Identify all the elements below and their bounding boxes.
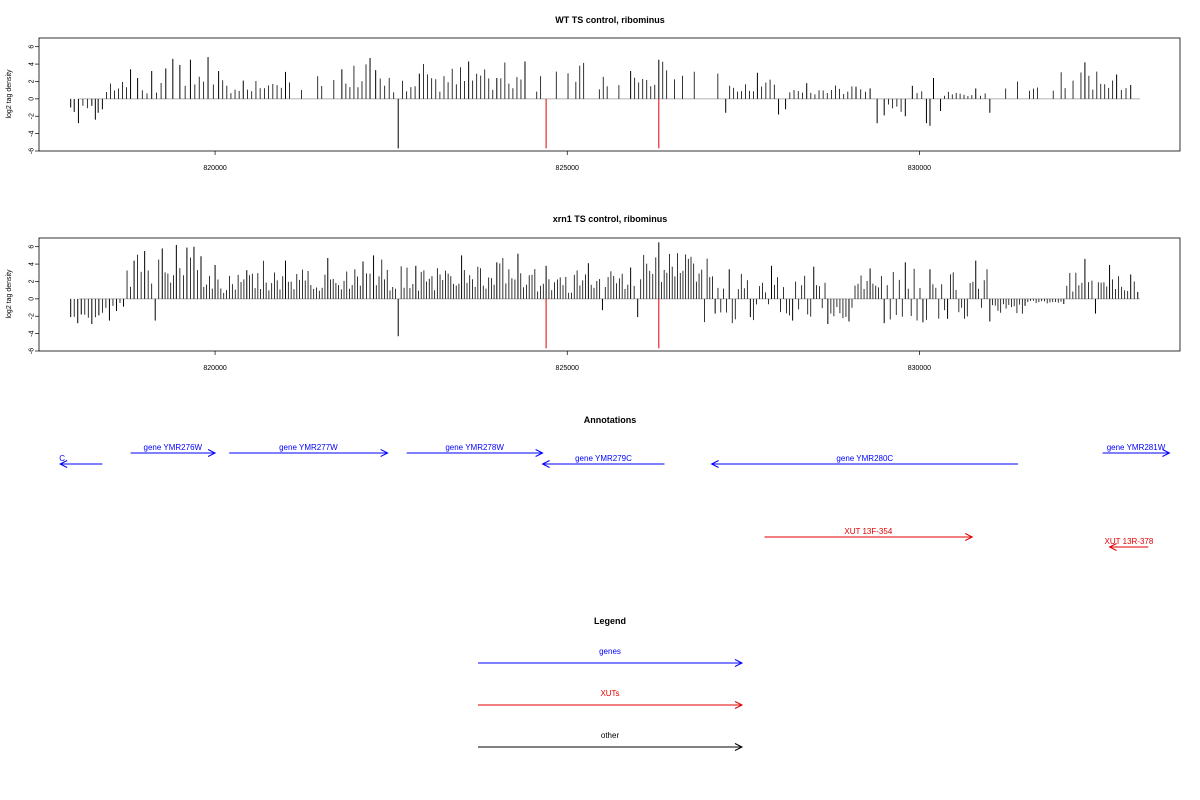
xrn1-track-title: xrn1 TS control, ribominus <box>553 214 668 224</box>
legend-item: genes <box>478 647 744 667</box>
y-tick-label: 2 <box>29 279 36 283</box>
xrn1-track-plot: 6 4 2 0 -2 -4 -6 820000 825000 830000 <box>29 237 1181 372</box>
y-tick-label: -2 <box>29 313 36 319</box>
legend-arrowhead <box>734 659 744 667</box>
feature-arrowhead <box>380 449 389 457</box>
x-tick-label: 825000 <box>556 165 579 172</box>
legend-title: Legend <box>594 616 626 626</box>
y-tick-label: 6 <box>29 245 36 249</box>
y-tick-label: 0 <box>29 97 36 101</box>
legend-label: XUTs <box>600 689 619 698</box>
y-tick-label: -4 <box>29 330 36 336</box>
xrn1-track-y-label: log2 tag density <box>6 269 13 319</box>
annotation-feature: C <box>59 454 103 468</box>
annotation-feature: gene YMR280C <box>710 454 1019 468</box>
annotation-feature: XUT 13R-378 <box>1105 537 1154 551</box>
y-tick-label: -4 <box>29 130 36 136</box>
wt-track-plot: 6 4 2 0 -2 -4 -6 820000 825000 830000 <box>29 37 1181 172</box>
y-tick-label: 4 <box>29 62 36 66</box>
plot-frame <box>38 237 1181 352</box>
x-tick-label: 820000 <box>203 365 226 372</box>
wt-track-y-label: log2 tag density <box>6 69 13 119</box>
legend-panel: Legend genes XUTs other <box>478 616 744 751</box>
plot-frame <box>38 37 1181 152</box>
feature-arrowhead <box>541 460 550 468</box>
legend-item: XUTs <box>478 689 744 709</box>
annotation-feature: gene YMR279C <box>541 454 665 468</box>
y-tick-label: 0 <box>29 297 36 301</box>
y-tick-label: 6 <box>29 45 36 49</box>
wt-track-title: WT TS control, ribominus <box>555 15 665 25</box>
x-tick-label: 825000 <box>556 365 579 372</box>
x-tick-label: 830000 <box>908 165 931 172</box>
y-tick-label: -6 <box>29 148 36 154</box>
annotation-feature: gene YMR281W <box>1102 443 1171 457</box>
legend-arrowhead <box>734 701 744 709</box>
legend-label: genes <box>599 647 621 656</box>
legend-item: other <box>478 731 744 751</box>
feature-label: C <box>59 454 65 463</box>
feature-arrowhead <box>965 533 974 541</box>
feature-label: XUT 13F-354 <box>844 527 892 536</box>
annotation-feature: gene YMR276W <box>130 443 217 457</box>
annotation-feature: gene YMR278W <box>406 443 544 457</box>
feature-arrowhead <box>1162 449 1171 457</box>
xrn1-track-panel: xrn1 TS control, ribominus log2 tag dens… <box>6 214 1181 372</box>
legend-arrowhead <box>734 743 744 751</box>
x-tick-label: 830000 <box>908 365 931 372</box>
feature-arrowhead <box>710 460 719 468</box>
y-tick-label: 4 <box>29 262 36 266</box>
feature-label: gene YMR279C <box>575 454 632 463</box>
y-tick-label: -2 <box>29 113 36 119</box>
annotation-feature: XUT 13F-354 <box>764 527 974 541</box>
y-tick-label: -6 <box>29 348 36 354</box>
feature-label: XUT 13R-378 <box>1105 537 1154 546</box>
feature-label: gene YMR277W <box>279 443 338 452</box>
x-tick-label: 820000 <box>203 165 226 172</box>
feature-label: gene YMR276W <box>144 443 203 452</box>
annotations-title: Annotations <box>584 415 637 425</box>
wt-track-panel: WT TS control, ribominus log2 tag densit… <box>6 15 1181 172</box>
feature-arrowhead <box>1108 543 1117 551</box>
feature-label: gene YMR278W <box>445 443 504 452</box>
legend-items: genes XUTs other <box>478 647 744 751</box>
legend-label: other <box>601 731 620 740</box>
feature-arrowhead <box>207 449 217 457</box>
feature-label: gene YMR281W <box>1107 443 1166 452</box>
feature-arrowhead <box>59 460 68 468</box>
feature-label: gene YMR280C <box>836 454 893 463</box>
annotation-feature: gene YMR277W <box>229 443 389 457</box>
y-tick-label: 2 <box>29 79 36 83</box>
feature-arrowhead <box>535 449 544 457</box>
